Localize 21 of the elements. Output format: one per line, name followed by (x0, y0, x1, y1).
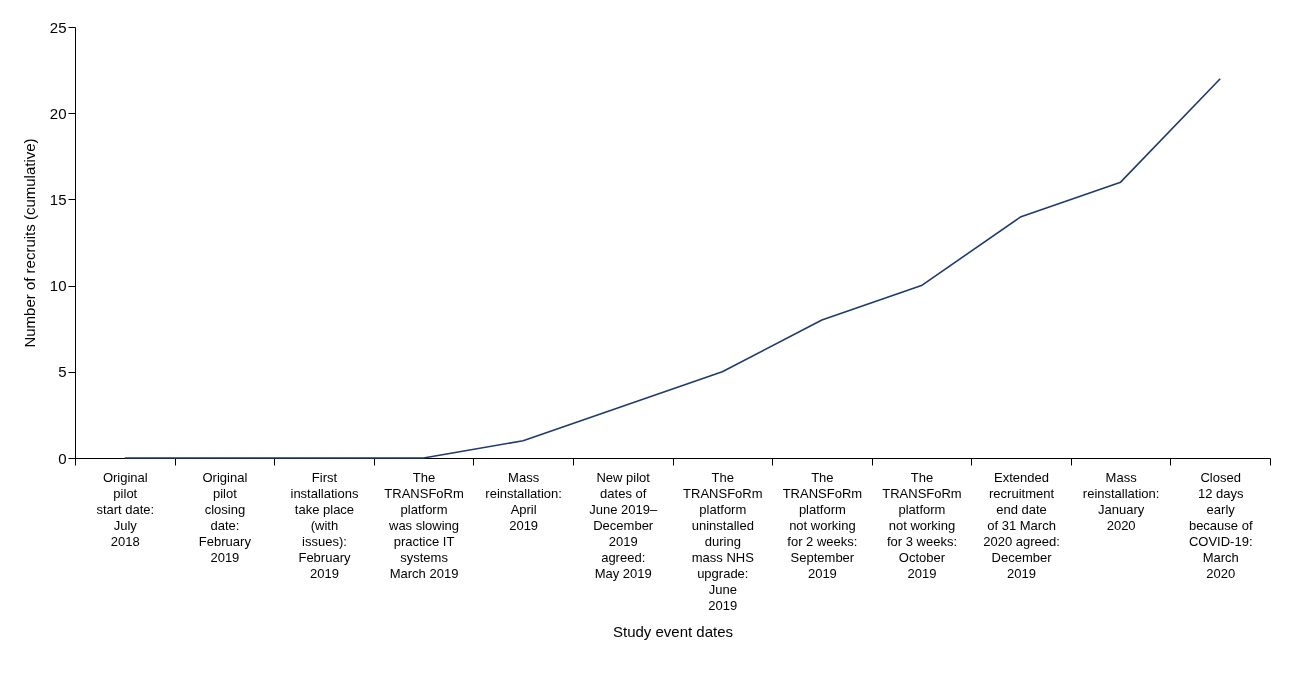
x-tick-label: The TRANSFoRm platform was slowing practice IT systems March 2019 (384, 469, 464, 581)
y-tick-label: 5 (58, 363, 67, 381)
y-tick-label: 15 (49, 190, 67, 208)
y-tick-label: 10 (49, 277, 67, 295)
x-tick-label: The TRANSFoRm platform not working for 3 weeks: October 2019 (882, 469, 962, 581)
x-tick-label: Mass reinstallation: January 2020 (1082, 469, 1160, 533)
line-series (123, 77, 1222, 459)
x-tick-label: Closed 12 days early because of COVID-19: March 2020 (1188, 469, 1253, 581)
x-tick-label: The TRANSFoRm platform not working for 2 weeks: September 2019 (782, 469, 863, 581)
y-tick-label: 25 (49, 18, 67, 36)
y-tick-label: 20 (49, 104, 67, 122)
x-tick-label: New pilot dates of June 2019– December 2019 agreed: May 2019 (589, 469, 658, 581)
x-tick-label: Original pilot closing date: February 2019 (198, 469, 252, 565)
y-tick-label: 0 (58, 449, 67, 467)
category-label: The TRANSFoRm platform uninstalled during mass NHS upgrade: June 2019 (683, 469, 763, 613)
x-tick-label: Mass reinstallation: April 2019 (485, 469, 562, 533)
x-tick-label: Original pilot start date: July 2018 (96, 469, 155, 549)
x-tick-label: First installations take place (with issues): February 2019 (290, 469, 359, 581)
y-axis-title: Number of recruits (cumulative) (20, 138, 38, 348)
x-axis-title: Study event dates (612, 622, 734, 640)
x-tick-label: Extended recruitment end date of 31 March 2020 agreed: December 2019 (983, 469, 1060, 581)
